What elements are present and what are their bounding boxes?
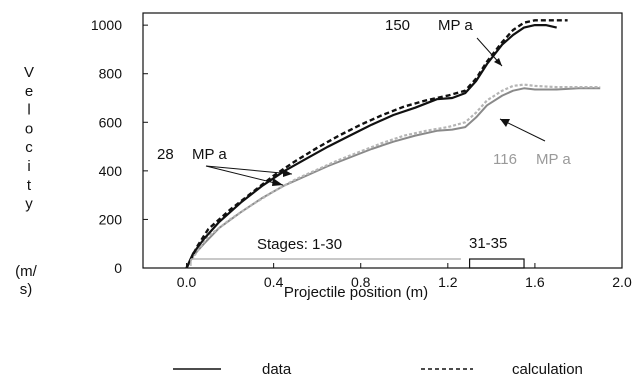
x-tick-label: 1.6 xyxy=(525,274,545,290)
series-data xyxy=(185,24,557,269)
x-axis-label: Projectile position (m) xyxy=(284,284,428,301)
y-label-letter: e xyxy=(25,83,33,100)
y-label-letter: l xyxy=(27,102,30,119)
y-tick-label: 0 xyxy=(114,260,122,276)
annotation-150-arrowhead xyxy=(494,58,502,66)
series-calculation xyxy=(185,19,568,269)
annotation-116-value: 116 xyxy=(493,151,517,168)
y-tick-label: 600 xyxy=(99,114,123,130)
stage-bars xyxy=(190,258,525,269)
legend-data-label: data xyxy=(262,361,292,378)
y-label-letter: c xyxy=(25,139,33,156)
annotation-116-unit: MP a xyxy=(536,151,571,168)
y-tick-label: 200 xyxy=(99,211,123,227)
y-tick-label: 800 xyxy=(99,66,123,82)
annotation-28-arrowhead-upper xyxy=(283,169,292,177)
y-label-letter: i xyxy=(27,158,30,175)
y-label-letter: t xyxy=(27,177,32,194)
stage-bar-31-35 xyxy=(468,258,525,269)
annotation-28-unit: MP a xyxy=(192,146,227,163)
y-label-unit: (m/ xyxy=(15,263,37,280)
annotation-116-arrowhead xyxy=(500,119,510,127)
legend: data calculation xyxy=(173,361,583,378)
x-axis: 0.0 0.4 0.8 1.2 1.6 2.0 xyxy=(177,263,632,290)
y-tick-label: 400 xyxy=(99,163,123,179)
x-tick-label: 0.0 xyxy=(177,274,197,290)
annotation-28-arrow-upper xyxy=(205,165,293,175)
annotation-28-value: 28 xyxy=(157,146,174,163)
x-tick-label: 0.4 xyxy=(264,274,284,290)
y-tick-label: 1000 xyxy=(91,17,122,33)
annotation-28-arrow-lower xyxy=(205,165,284,186)
plot-frame xyxy=(142,12,623,269)
x-tick-label: 1.2 xyxy=(438,274,458,290)
stages-label-31-35: 31-35 xyxy=(469,235,507,252)
stages-label-1-30: Stages: 1-30 xyxy=(257,236,342,253)
annotation-28-arrowhead-lower xyxy=(272,178,283,186)
y-label-letter: V xyxy=(24,64,34,81)
y-axis: 0 200 400 600 800 1000 xyxy=(91,17,148,276)
annotation-150-unit: MP a xyxy=(438,17,473,34)
series-grey-data xyxy=(185,87,601,269)
y-label-unit: s) xyxy=(20,281,33,298)
legend-calculation-label: calculation xyxy=(512,361,583,378)
series-grey-calc xyxy=(185,83,601,269)
y-label-letter: o xyxy=(25,120,33,137)
annotation-150-value: 150 xyxy=(385,17,410,34)
series-layer xyxy=(185,19,601,269)
x-tick-label: 2.0 xyxy=(612,274,632,290)
x-tick-label: 0.8 xyxy=(351,274,371,290)
y-label-letter: y xyxy=(25,196,33,213)
